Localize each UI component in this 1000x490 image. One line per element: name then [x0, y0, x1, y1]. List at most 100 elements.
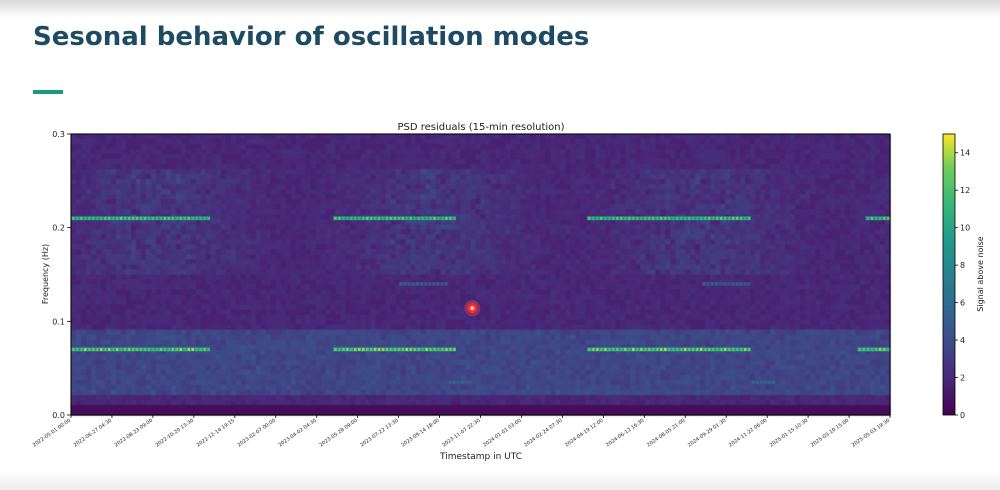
x-tick-label: 2024-01-01 03:00: [482, 418, 522, 449]
band-dot: [723, 282, 726, 286]
band-dot: [354, 347, 357, 351]
band-dot: [179, 347, 182, 351]
title-accent-bar: [33, 90, 63, 94]
x-tick-label: 2025-03-10 15:00: [810, 418, 850, 449]
band-dot: [147, 216, 151, 220]
band-dot: [648, 347, 651, 351]
band-dot: [680, 216, 683, 220]
band-dot: [712, 216, 715, 220]
band-dot: [604, 347, 607, 351]
colorbar-axis: 0 2 4 6 8 10 12 14: [955, 149, 970, 420]
band-dot: [342, 216, 345, 220]
band-dot: [706, 282, 710, 286]
band-dot: [668, 216, 671, 220]
band-dot: [664, 216, 667, 220]
band-dot: [878, 216, 882, 220]
band-dot: [403, 282, 407, 286]
band-dot: [720, 216, 723, 220]
band-dot: [724, 216, 727, 220]
band-dot: [139, 347, 143, 351]
band-dot: [700, 216, 703, 220]
colorbar-tick-label: 10: [960, 224, 970, 233]
band-dot: [155, 216, 159, 220]
colorbar-tick-label: 0: [960, 411, 965, 420]
band-dot: [171, 216, 175, 220]
band-dot: [668, 347, 671, 351]
band-dot: [199, 347, 202, 351]
band-dot: [84, 216, 87, 220]
band-dot: [207, 347, 210, 351]
x-tick-label: 2024-04-19 12:00: [564, 418, 604, 449]
band-dot: [167, 216, 171, 220]
band-dot: [338, 347, 341, 351]
band-dot: [107, 347, 111, 351]
band-dot: [441, 347, 444, 351]
band-dot: [393, 216, 397, 220]
band-dot: [688, 347, 691, 351]
band-dot: [870, 216, 874, 220]
x-tick-label: 2022-06-27 04:30: [73, 418, 113, 449]
colorbar-tick-label: 2: [960, 374, 965, 383]
band-dot: [664, 347, 667, 351]
band-dot: [656, 347, 659, 351]
band-dot: [731, 347, 735, 351]
band-dot: [417, 347, 420, 351]
x-tick-label: 2022-08-23 09:00: [114, 418, 154, 449]
band-dot: [203, 216, 206, 220]
band-dot: [354, 216, 357, 220]
band-dot: [104, 216, 107, 220]
band-dot: [719, 282, 722, 286]
band-dot: [878, 347, 882, 351]
band-dot: [72, 216, 75, 220]
band-dot: [187, 347, 190, 351]
band-dot: [183, 216, 186, 220]
band-dot: [143, 347, 147, 351]
band-dot: [727, 216, 731, 220]
band-dot: [596, 216, 599, 220]
band-dot: [676, 216, 679, 220]
band-dot: [163, 216, 167, 220]
band-dot: [421, 347, 424, 351]
y-axis: 0.0 0.1 0.2 0.3: [52, 130, 71, 420]
band-dot: [704, 216, 707, 220]
band-dot: [385, 216, 389, 220]
band-dot: [417, 216, 420, 220]
band-dot: [720, 347, 723, 351]
band-dot: [350, 216, 353, 220]
band-dot: [624, 216, 627, 220]
band-dot: [115, 216, 119, 220]
band-dot: [747, 216, 751, 220]
band-dot: [724, 347, 727, 351]
band-dot: [612, 347, 615, 351]
band-dot: [453, 347, 456, 351]
band-dot: [191, 347, 194, 351]
x-axis-label: Timestamp in UTC: [439, 452, 522, 462]
band-dot: [408, 282, 411, 286]
band-dot: [195, 216, 198, 220]
band-segment: [865, 216, 890, 221]
band-dot: [640, 347, 643, 351]
band-dot: [692, 347, 695, 351]
colorbar-label: Signal above noise: [976, 236, 985, 312]
band-dot: [644, 347, 647, 351]
band-dot: [696, 347, 699, 351]
x-tick-label: 2022-12-14 19:15: [196, 418, 236, 449]
band-dot: [453, 380, 456, 384]
band-dot: [620, 216, 623, 220]
band-dot: [644, 216, 647, 220]
top-shade: [0, 0, 1000, 18]
band-dot: [747, 347, 751, 351]
band-dot: [680, 347, 683, 351]
band-dot: [127, 216, 131, 220]
band-dot: [628, 216, 631, 220]
band-dot: [735, 216, 739, 220]
band-dot: [676, 347, 679, 351]
x-tick-label: 2025-05-03 19:30: [851, 418, 891, 449]
band-dot: [88, 347, 91, 351]
band-dot: [433, 347, 436, 351]
y-tick-label: 0.2: [52, 224, 65, 233]
band-dot: [127, 347, 131, 351]
band-dot: [389, 216, 393, 220]
colorbar-tick-label: 14: [960, 149, 970, 158]
chart-title: PSD residuals (15-min resolution): [397, 122, 564, 133]
